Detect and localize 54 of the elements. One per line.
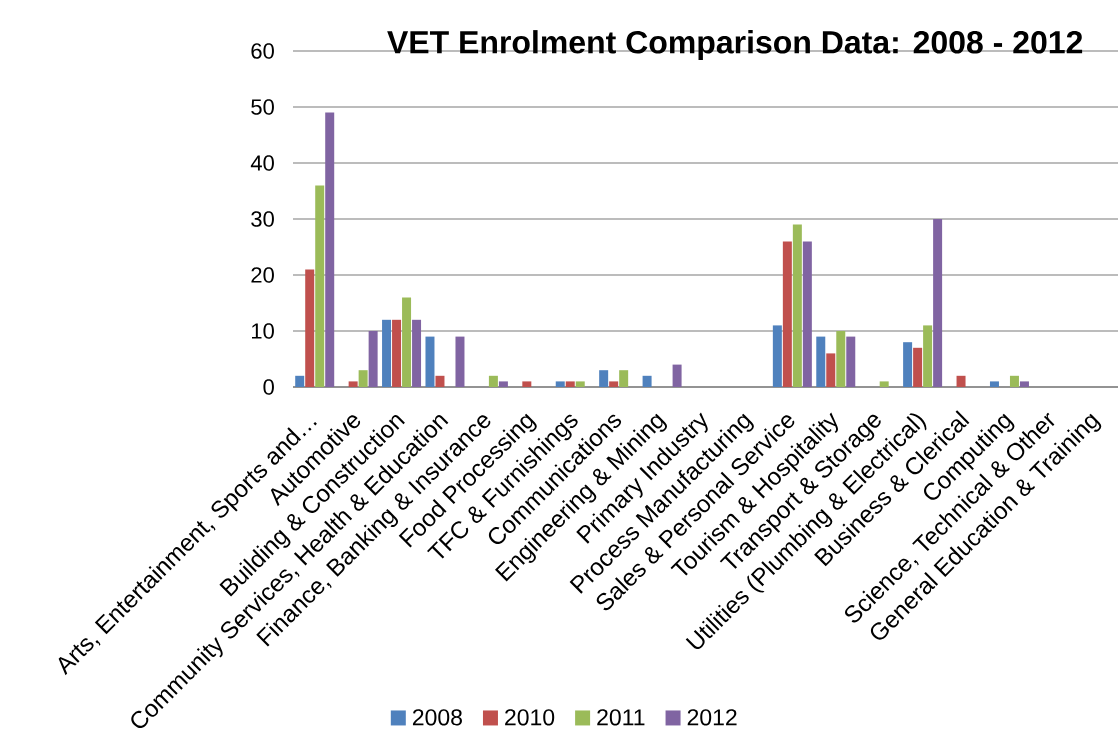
bar xyxy=(989,381,999,387)
bar xyxy=(802,241,812,387)
bar xyxy=(382,319,392,387)
bar xyxy=(315,185,325,387)
y-tick-label: 20 xyxy=(251,267,274,283)
bar xyxy=(816,336,826,387)
bar xyxy=(792,224,802,387)
legend-label: 2008 xyxy=(412,709,462,726)
bar xyxy=(295,375,305,387)
bar xyxy=(846,336,856,387)
bar xyxy=(555,381,565,387)
bar xyxy=(826,353,836,387)
bar xyxy=(956,375,966,387)
legend-label: 2011 xyxy=(597,709,645,726)
bar xyxy=(913,347,923,387)
bar xyxy=(672,364,682,387)
y-tick-label: 60 xyxy=(251,43,274,59)
bar xyxy=(619,370,629,387)
bar xyxy=(933,219,943,387)
bar xyxy=(455,336,465,387)
bar xyxy=(402,297,412,387)
bar xyxy=(599,370,609,387)
legend-label: 2012 xyxy=(687,709,737,726)
bar xyxy=(879,381,889,387)
bar xyxy=(325,112,335,387)
bar xyxy=(903,342,913,387)
y-tick-label: 0 xyxy=(263,379,274,395)
bar xyxy=(358,370,368,387)
chart-title: VET Enrolment Comparison Data: 2008 - 2012 xyxy=(387,30,1083,60)
bar xyxy=(642,375,652,387)
y-tick-label: 40 xyxy=(250,155,274,171)
bar xyxy=(836,331,846,387)
y-tick-label: 10 xyxy=(252,323,274,339)
bar xyxy=(575,381,585,387)
bar xyxy=(522,381,532,387)
bar xyxy=(392,319,402,387)
bar xyxy=(609,381,619,387)
y-tick-label: 30 xyxy=(251,211,274,227)
bar xyxy=(348,381,358,387)
bar xyxy=(782,241,792,387)
legend-label: 2010 xyxy=(505,709,555,726)
bar xyxy=(435,375,445,387)
bar xyxy=(565,381,575,387)
bar xyxy=(412,319,422,387)
bar xyxy=(305,269,315,387)
bar xyxy=(772,325,782,387)
bar xyxy=(368,331,378,387)
y-tick-label: 50 xyxy=(251,99,274,115)
bar xyxy=(425,336,435,387)
bar xyxy=(498,381,508,387)
bar xyxy=(488,375,498,387)
bar xyxy=(923,325,933,387)
bar xyxy=(1019,381,1029,387)
bar xyxy=(1009,375,1019,387)
